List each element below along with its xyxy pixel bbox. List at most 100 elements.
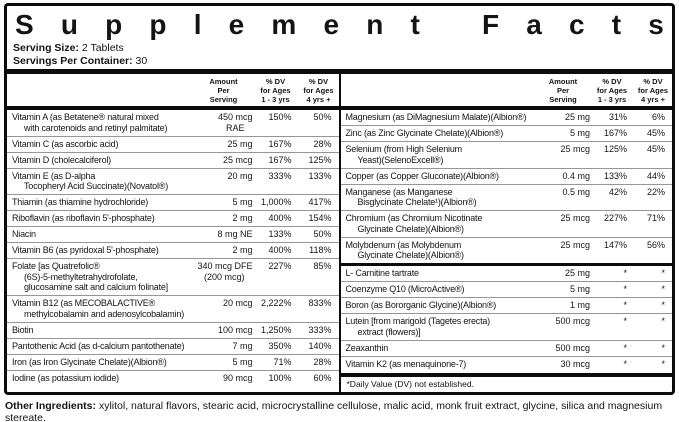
nutrient-name: Molybdenum (as Molybdenum Glycinate Chela… [345,239,464,261]
table-row: Vitamin D (cholecalciferol) 25 mcg 167% … [7,151,339,168]
nutrient-dv-ages-4plus: 28% [313,356,332,367]
divider-under-header [340,106,672,110]
nutrient-dv-ages-4plus: 833% [308,298,332,308]
table-row: Niacin 8 mg NE 133% 50% [7,226,339,242]
table-row: Iodine (as potassium iodide) 90 mcg 100%… [7,369,339,386]
nutrient-dv-ages-4plus: 60% [313,372,332,383]
nutrient-dv-ages-1-3: 125% [603,144,627,154]
nutrient-dv-ages-4plus: * [661,268,665,278]
nutrient-name: Riboflavin (as riboflavin 5'-phosphate) [12,213,155,223]
serving-size-label: Serving Size: [13,42,79,54]
table-row: Lutein [from marigold (Tagetes erecta) ex… [340,313,672,340]
table-row: Molybdenum (as Molybdenum Glycinate Chela… [340,236,672,264]
nutrient-dv-ages-1-3: * [623,268,627,278]
nutrient-amount: 2 mg [232,213,253,223]
nutrient-amount: 5 mg [569,284,590,294]
nutrient-name: Iodine (as potassium iodide) [12,372,119,383]
nutrient-amount: 25 mg [564,268,590,278]
nutrient-amount: 500 mcg [555,342,590,353]
nutrient-dv-ages-4plus: 133% [308,170,332,181]
table-row: Boron (as Bororganic Glycine)(Albion®) 1… [340,297,672,313]
nutrient-name: Chromium (as Chromium Nicotinate Glycinat… [345,213,483,234]
nutrient-dv-ages-1-3: 150% [268,112,292,122]
nutrient-dv-ages-1-3: 350% [268,340,292,351]
nutrient-name: Vitamin C (as ascorbic acid) [12,138,119,149]
dv-footnote: *Daily Value (DV) not established. [346,379,474,389]
nutrient-dv-ages-1-3: 147% [603,239,627,250]
column-divider [338,74,341,392]
nutrient-name: L- Carnitine tartrate [345,268,420,278]
header-dv-ages-1-3: % DV for Ages 1 - 3 yrs [596,77,628,104]
nutrient-dv-ages-1-3: 400% [268,245,292,255]
table-row: Coenzyme Q10 (MicroActive®) 5 mg * * [340,281,672,297]
nutrient-dv-ages-4plus: 28% [313,138,332,149]
serving-size: Serving Size: 2 Tablets [13,42,672,55]
nutrient-dv-ages-4plus: 125% [308,154,332,165]
nutrient-amount: 30 mcg [560,358,590,369]
table-row: Biotin 100 mcg 1,250% 333% [7,321,339,338]
nutrient-dv-ages-4plus: 85% [313,261,332,271]
nutrient-amount: 90 mcg [222,372,253,383]
table-row: Zeaxanthin 500 mcg * * [340,339,672,356]
divider-thick-top [7,69,672,74]
table-row: Vitamin B6 (as pyridoxal 5'-phosphate) 2… [7,242,339,258]
nutrient-name: Folate [as Quatrefolic® (6S)-5-methyltetr… [12,261,168,292]
nutrient-dv-ages-1-3: 400% [268,213,292,223]
nutrient-dv-ages-1-3: 133% [268,229,292,239]
nutrient-dv-ages-1-3: 227% [268,261,292,271]
nutrient-dv-ages-1-3: 333% [268,170,292,181]
nutrient-amount: 100 mcg [217,324,253,335]
nutrient-amount: 8 mg NE [217,229,253,239]
nutrient-name: Zinc (as Zinc Glycinate Chelate)(Albion®… [345,128,504,138]
divider-above-footnote [340,373,672,377]
left-column-header: Amount Per Serving % DV for Ages 1 - 3 yrs %… [7,74,339,106]
servings-per-container-value: 30 [135,54,148,67]
nutrient-name: Coenzyme Q10 (MicroActive®) [345,284,465,294]
table-row: Pantothenic Acid (as d-calcium pantothen… [7,337,339,354]
nutrient-amount: 0.5 mg [562,186,590,197]
nutrient-dv-ages-1-3: 1,000% [260,197,292,207]
nutrient-name: Vitamin A (as Betatene® natural mixed wit… [12,112,168,133]
nutrient-dv-ages-4plus: * [661,358,665,369]
nutrient-dv-ages-1-3: 2,222% [260,298,292,308]
table-row: L- Carnitine tartrate 25 mg * * [341,266,673,281]
table-row: Vitamin E (as D-alpha Tocopheryl Acid Suc… [7,167,339,195]
nutrient-dv-ages-1-3: 31% [608,112,627,122]
nutrient-name: Vitamin B6 (as pyridoxal 5'-phosphate) [12,245,159,255]
nutrient-dv-ages-1-3: * [623,300,627,310]
nutrient-dv-ages-4plus: 71% [646,213,665,223]
other-ingredients-text: xylitol, natural flavors, stearic acid, … [5,400,663,422]
nutrient-name: Vitamin E (as D-alpha Tocopheryl Acid Suc… [12,170,168,192]
nutrient-dv-ages-4plus: 22% [646,186,665,197]
header-amount-per-serving: Amount Per Serving [209,77,238,104]
header-dv-ages-4plus: % DV for Ages 4 yrs + [637,77,669,104]
nutrient-amount: 25 mcg [222,154,253,165]
nutrient-name: Lutein [from marigold (Tagetes erecta) ex… [345,316,491,337]
table-row: Iron (as Iron Glycinate Chelate)(Albion®… [7,353,339,370]
servings-per-container: Servings Per Container: 30 [13,55,672,68]
nutrient-amount: 5 mg [232,197,253,207]
nutrient-dv-ages-4plus: 50% [313,229,332,239]
nutrient-dv-ages-4plus: 154% [308,213,332,223]
nutrient-dv-ages-4plus: * [661,284,665,294]
nutrient-dv-ages-4plus: 56% [646,239,665,250]
nutrient-name: Manganese (as Manganese Bisglycinate Chel… [345,186,477,208]
nutrient-name: Selenium (from High Selenium Yeast)(Selen… [345,144,463,165]
nutrient-dv-ages-1-3: 167% [268,138,292,149]
nutrient-amount: 1 mg [569,300,590,310]
nutrient-columns: Amount Per Serving % DV for Ages 1 - 3 yrs %… [7,74,672,392]
table-row: Selenium (from High Selenium Yeast)(Selen… [340,141,672,168]
nutrient-dv-ages-1-3: 1,250% [260,324,292,335]
other-ingredients: Other Ingredients: xylitol, natural flav… [0,395,679,422]
nutrient-dv-ages-4plus: 417% [308,197,332,207]
serving-info: Serving Size: 2 Tablets Servings Per Con… [7,40,672,69]
nutrient-dv-ages-4plus: 45% [646,144,665,154]
nutrient-dv-ages-4plus: 50% [313,112,332,122]
nutrient-dv-ages-1-3: * [623,316,627,326]
nutrient-dv-ages-4plus: 118% [309,245,332,255]
nutrient-amount: 20 mcg [222,298,253,308]
nutrient-dv-ages-1-3: * [623,358,627,369]
nutrient-dv-ages-1-3: 71% [273,356,292,367]
header-amount-per-serving: Amount Per Serving [548,77,578,104]
table-row: Chromium (as Chromium Nicotinate Glycinat… [340,210,672,237]
